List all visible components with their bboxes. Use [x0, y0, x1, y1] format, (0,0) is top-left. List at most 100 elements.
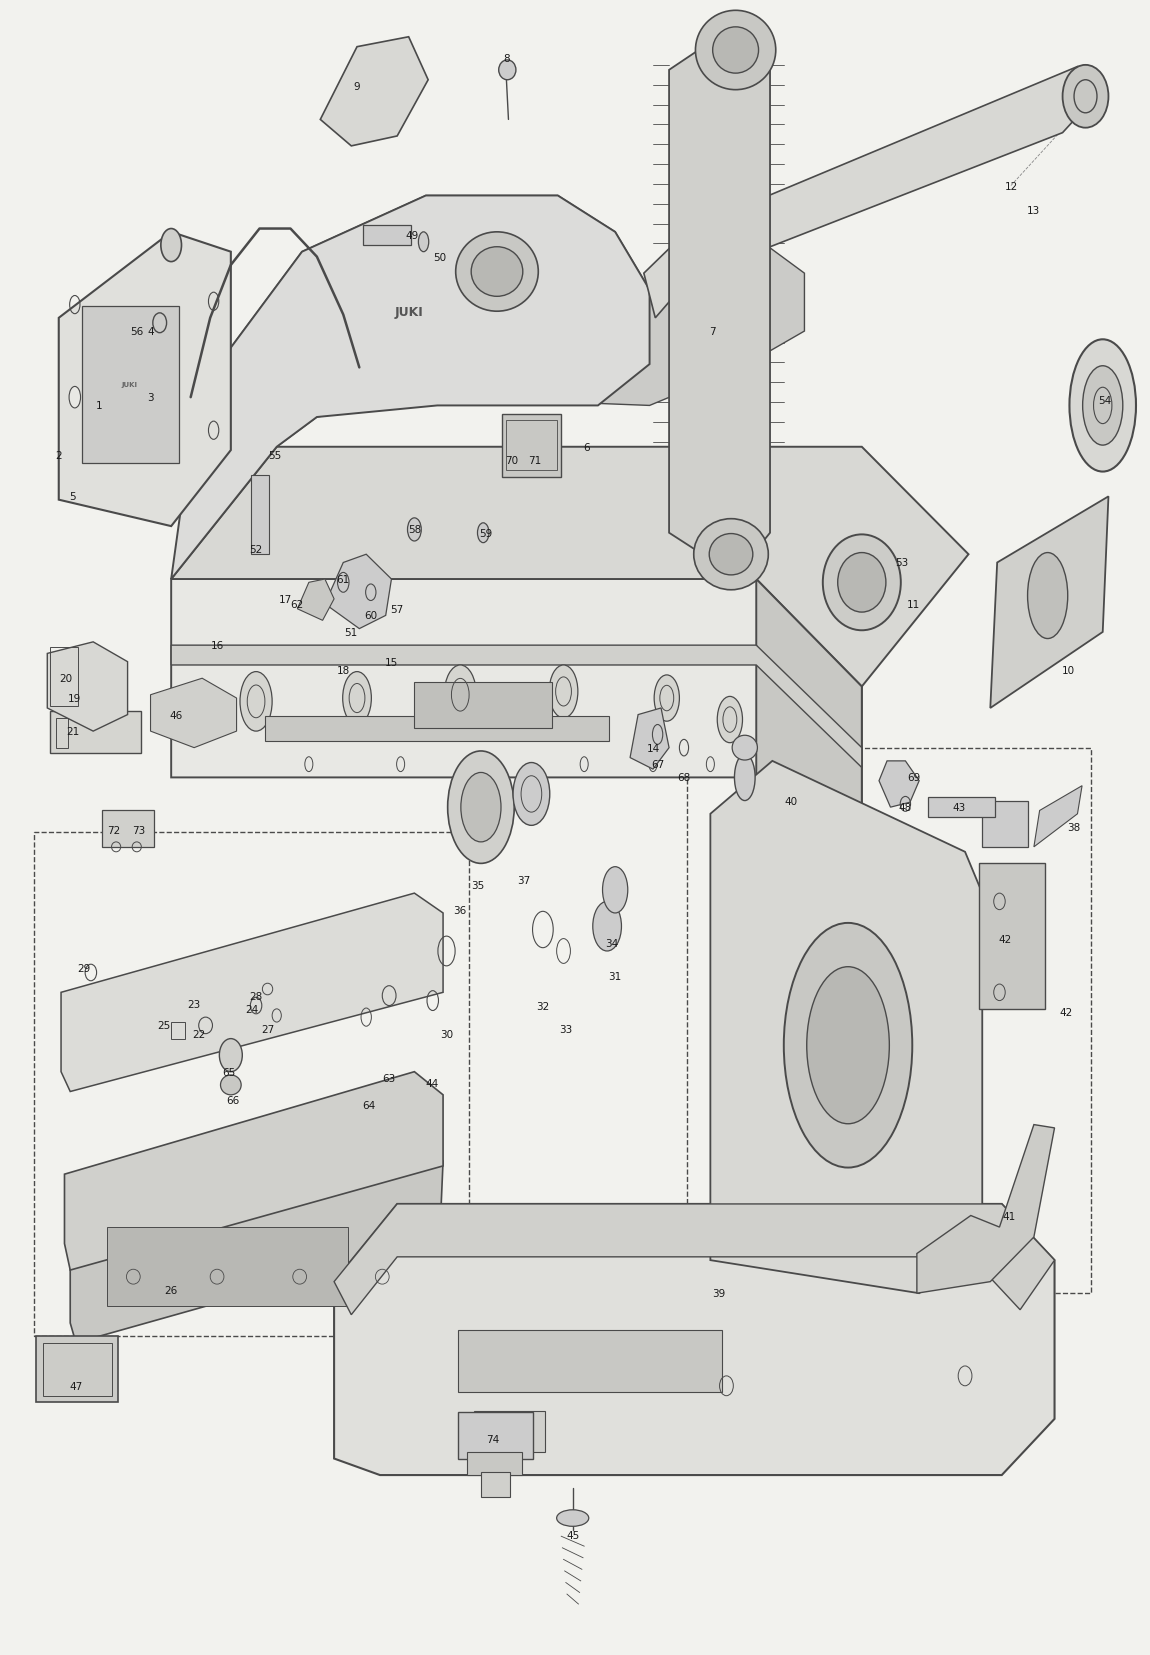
Text: 42: 42 [1059, 1008, 1073, 1018]
Polygon shape [187, 197, 805, 463]
Text: 73: 73 [132, 826, 146, 836]
Ellipse shape [1070, 339, 1136, 472]
Text: 25: 25 [158, 1021, 171, 1031]
Ellipse shape [419, 233, 429, 253]
Text: 42: 42 [998, 935, 1012, 945]
Text: 48: 48 [899, 803, 912, 813]
Text: 46: 46 [169, 710, 183, 720]
Text: 53: 53 [896, 558, 908, 568]
Text: 72: 72 [107, 826, 121, 836]
Ellipse shape [784, 923, 912, 1168]
Ellipse shape [513, 763, 550, 826]
Text: 30: 30 [440, 1029, 453, 1039]
Polygon shape [70, 1139, 443, 1342]
Text: 40: 40 [784, 796, 797, 806]
Text: 2: 2 [55, 450, 62, 460]
Text: 34: 34 [605, 938, 619, 948]
Text: 54: 54 [1098, 396, 1112, 405]
Text: 3: 3 [147, 392, 154, 402]
Bar [171, 1023, 185, 1039]
Text: 66: 66 [227, 1096, 239, 1106]
Text: JUKI: JUKI [122, 382, 138, 387]
Text: 63: 63 [383, 1074, 396, 1084]
Bar [982, 801, 1028, 847]
Text: 71: 71 [528, 455, 542, 465]
Bar [501, 414, 561, 477]
Ellipse shape [710, 535, 753, 576]
Text: 36: 36 [453, 905, 467, 915]
Ellipse shape [477, 523, 489, 543]
Polygon shape [879, 761, 919, 808]
Text: 12: 12 [1004, 182, 1018, 192]
Ellipse shape [455, 233, 538, 313]
Polygon shape [335, 1205, 1055, 1475]
Bar [414, 682, 552, 728]
Ellipse shape [472, 248, 523, 298]
Bar [82, 308, 179, 463]
Ellipse shape [1063, 66, 1109, 129]
Text: 43: 43 [952, 803, 966, 813]
Text: 56: 56 [130, 326, 144, 338]
Bar [362, 227, 411, 247]
Text: 64: 64 [362, 1101, 375, 1111]
Polygon shape [151, 679, 237, 748]
Ellipse shape [557, 1509, 589, 1526]
Ellipse shape [733, 736, 758, 761]
Polygon shape [171, 579, 861, 880]
Text: 31: 31 [608, 971, 622, 981]
Ellipse shape [735, 755, 756, 801]
Bar [102, 811, 154, 847]
Text: 8: 8 [503, 55, 509, 65]
Polygon shape [61, 894, 443, 1092]
Ellipse shape [550, 665, 577, 718]
Text: 22: 22 [192, 1029, 206, 1039]
Ellipse shape [343, 672, 371, 725]
Bar [252, 475, 269, 554]
Polygon shape [917, 1125, 1055, 1294]
Text: 70: 70 [505, 455, 519, 465]
Ellipse shape [837, 553, 886, 612]
Text: 6: 6 [583, 442, 590, 452]
Text: 45: 45 [566, 1529, 580, 1539]
Ellipse shape [407, 518, 421, 541]
Text: 60: 60 [365, 611, 377, 621]
Text: 18: 18 [337, 665, 350, 675]
Text: 49: 49 [406, 232, 419, 242]
Text: 67: 67 [651, 760, 665, 770]
Text: 14: 14 [646, 743, 660, 753]
Text: 5: 5 [69, 492, 76, 501]
Text: 69: 69 [907, 773, 920, 783]
Polygon shape [669, 26, 770, 576]
Polygon shape [47, 642, 128, 732]
Polygon shape [990, 496, 1109, 708]
Ellipse shape [713, 28, 759, 74]
Ellipse shape [161, 230, 182, 263]
Bar [506, 420, 557, 470]
Text: 17: 17 [279, 594, 292, 604]
Bar [481, 1471, 509, 1496]
Text: 47: 47 [69, 1380, 83, 1390]
Ellipse shape [69, 387, 81, 409]
Text: 39: 39 [712, 1289, 724, 1299]
Ellipse shape [807, 967, 889, 1124]
Text: 16: 16 [210, 640, 224, 650]
Text: 1: 1 [95, 401, 102, 410]
Text: 38: 38 [1067, 823, 1081, 832]
Text: 4: 4 [147, 326, 154, 338]
Ellipse shape [1028, 553, 1067, 639]
Ellipse shape [718, 697, 743, 743]
Ellipse shape [1082, 366, 1122, 445]
Bar [467, 1451, 522, 1475]
Text: 27: 27 [261, 1024, 274, 1034]
Bar [458, 1329, 722, 1392]
Text: 65: 65 [222, 1067, 235, 1077]
Ellipse shape [447, 751, 514, 864]
Ellipse shape [444, 665, 476, 725]
Polygon shape [630, 708, 669, 770]
Bar [49, 647, 78, 707]
Text: 51: 51 [345, 627, 358, 637]
Ellipse shape [693, 520, 768, 591]
Text: 52: 52 [250, 544, 262, 554]
Bar [49, 712, 141, 753]
Polygon shape [644, 68, 1101, 319]
